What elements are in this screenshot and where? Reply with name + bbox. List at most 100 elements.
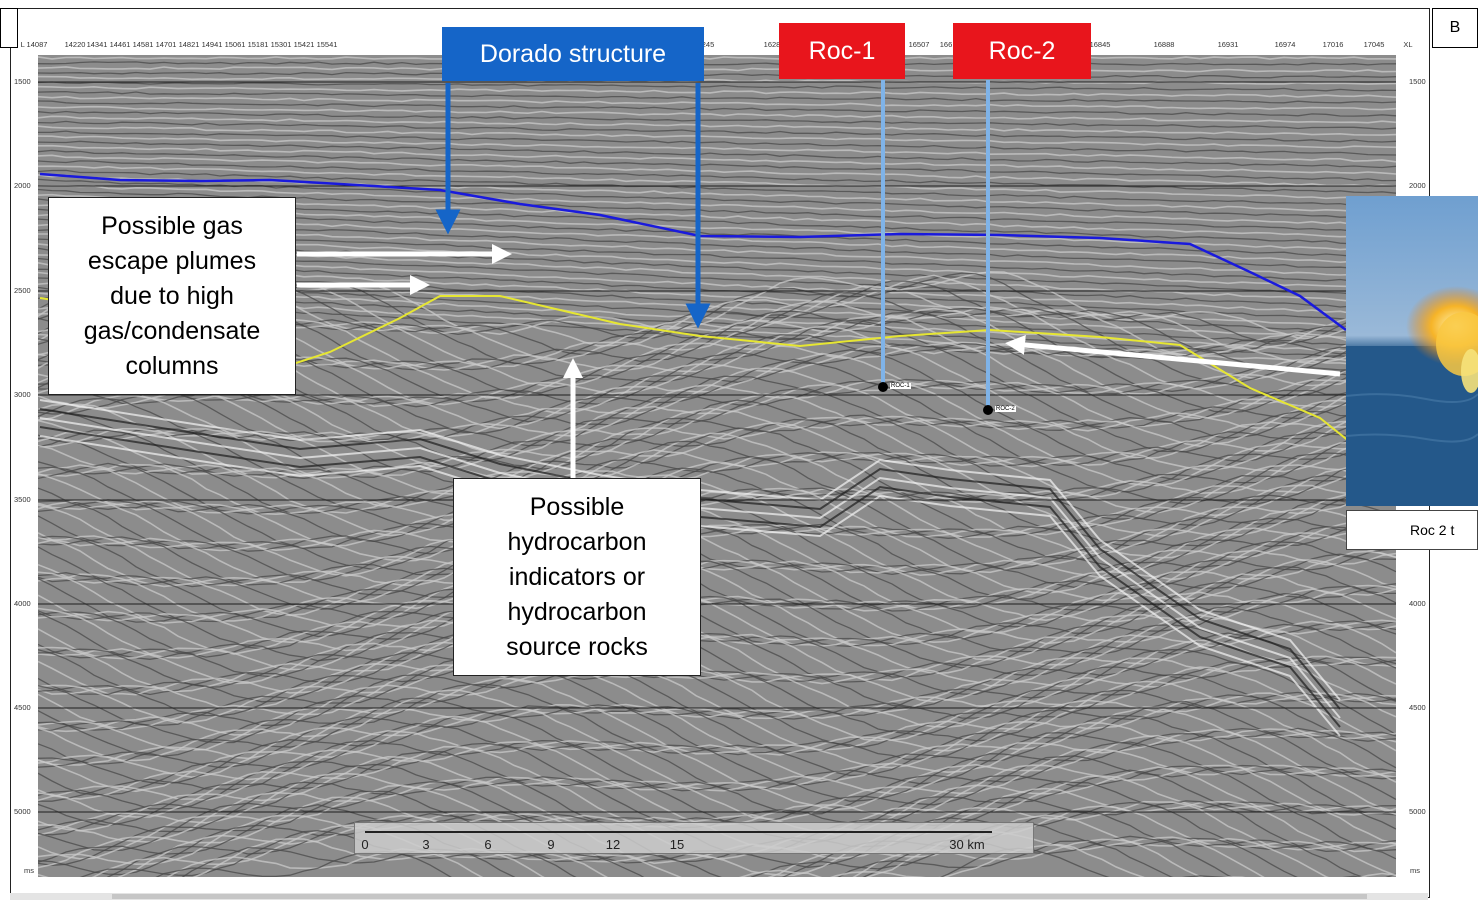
- x-tick-label: 15421: [293, 40, 315, 49]
- gas-callout-line-1: Possible gas: [101, 212, 243, 240]
- y-tick-label-left: 2500: [14, 286, 31, 295]
- reflector: [38, 766, 1396, 837]
- y-tick-label-right: 4500: [1409, 703, 1426, 712]
- reflector: [38, 642, 1396, 717]
- reflector: [38, 105, 1396, 124]
- x-tick-label: 1628: [763, 40, 781, 49]
- scale-tick-label: 0: [361, 837, 369, 852]
- x-tick-label: 15301: [270, 40, 292, 49]
- reflector: [38, 184, 1396, 227]
- x-tick-label: 245: [701, 40, 715, 49]
- reflector: [38, 700, 1396, 777]
- reflector: [38, 592, 1396, 669]
- reflector: [38, 85, 1396, 98]
- reflector: [38, 56, 1396, 60]
- hc-callout-line-3: indicators or: [508, 563, 646, 591]
- reflector: [38, 683, 1396, 757]
- gas-callout-line-4: gas/condensate: [83, 317, 261, 345]
- reflector: [38, 715, 1396, 793]
- hc-callout-line-5: source rocks: [506, 633, 648, 661]
- gas-escape-callout: Possible gas escape plumes due to high g…: [48, 197, 296, 395]
- x-tick-label: 14581: [132, 40, 154, 49]
- y-tick-label-right: 1500: [1409, 77, 1426, 86]
- reflector: [91, 824, 1396, 877]
- x-tick-label: 16974: [1274, 40, 1296, 49]
- reflector: [38, 380, 1396, 453]
- reflector: [38, 814, 1329, 877]
- x-tick-label: 17016: [1322, 40, 1344, 49]
- flare-photo-image: [1346, 196, 1478, 506]
- reflector: [39, 417, 1341, 719]
- scale-tick-label: 9: [547, 837, 555, 852]
- reflector: [38, 632, 1396, 708]
- reflector: [38, 358, 1396, 434]
- reflector: [38, 169, 1396, 207]
- x-tick-label: 14220: [64, 40, 86, 49]
- panel-label-left: [0, 8, 18, 48]
- reflector: [38, 115, 1396, 136]
- reflector: [38, 71, 1396, 79]
- hc-callout-line-1: Possible: [529, 493, 625, 521]
- roc-2-label: Roc-2: [953, 23, 1091, 79]
- reflector: [38, 165, 1396, 201]
- reflector: [38, 160, 1396, 194]
- reflector: [38, 398, 1396, 473]
- x-tick-label: 15541: [316, 40, 338, 49]
- hc-callout-line-2: hydrocarbon: [507, 528, 647, 556]
- dorado-structure-label: Dorado structure: [442, 27, 704, 81]
- reflector: [38, 526, 1396, 600]
- reflector: [38, 711, 1396, 786]
- x-tick-label: 14941: [201, 40, 223, 49]
- reflector: [38, 362, 1396, 438]
- reflector: [38, 422, 1396, 498]
- reflector: [38, 95, 1396, 111]
- reflector: [38, 627, 1396, 703]
- roc-2-well-label: ROC-2: [995, 406, 1016, 412]
- scale-bar: 0 3 6 9 12 15 30 km: [354, 822, 1034, 854]
- reflector: [38, 403, 1396, 477]
- y-tick-label-left: 4000: [14, 599, 31, 608]
- horizontal-scrollbar-thumb[interactable]: [112, 894, 1367, 899]
- reflector: [38, 125, 1396, 149]
- y-tick-label-left: 5000: [14, 807, 31, 816]
- reflector: [38, 553, 1396, 628]
- reflector: [38, 61, 1396, 66]
- reflector: [38, 810, 1365, 877]
- reflector: [38, 466, 1396, 542]
- y-tick-label-right: 4000: [1409, 599, 1426, 608]
- reflector: [38, 677, 1396, 751]
- reflector: [38, 491, 1396, 566]
- x-tick-label: 14341: [86, 40, 108, 49]
- reflector: [38, 666, 1396, 742]
- flare-photo: [1346, 196, 1478, 506]
- reflector: [38, 530, 1396, 606]
- x-axis-start-label: L 14087: [20, 40, 48, 49]
- x-tick-label: 14701: [155, 40, 177, 49]
- reflector: [38, 620, 1396, 693]
- roc-1-label: Roc-1: [779, 23, 905, 79]
- gas-callout-line-3: due to high: [110, 282, 234, 310]
- reflector: [38, 174, 1396, 214]
- reflector: [38, 599, 1396, 675]
- y-tick-label-right: 2000: [1409, 181, 1426, 190]
- reflector: [38, 90, 1396, 104]
- y-tick-label-left: 1500: [14, 77, 31, 86]
- scale-tick-label: 3: [422, 837, 430, 852]
- gas-callout-line-5: columns: [125, 352, 219, 380]
- y-tick-label-right: 5000: [1409, 807, 1426, 816]
- x-tick-label: 17045: [1363, 40, 1385, 49]
- reflector: [39, 426, 1341, 728]
- reflector: [38, 608, 1396, 685]
- scale-bar-end-label: 30 km: [949, 837, 985, 852]
- reflector: [38, 588, 1396, 661]
- reflector: [38, 149, 1396, 182]
- y-tick-label-left: 3000: [14, 390, 31, 399]
- x-tick-label: 166: [939, 40, 953, 49]
- x-tick-label: 15181: [247, 40, 269, 49]
- reflector: [38, 135, 1396, 163]
- reflector: [38, 110, 1396, 130]
- x-tick-label: 16888: [1153, 40, 1175, 49]
- x-tick-label: 14461: [109, 40, 131, 49]
- reflector: [38, 515, 1396, 588]
- hydrocarbon-callout: Possible hydrocarbon indicators or hydro…: [453, 478, 701, 676]
